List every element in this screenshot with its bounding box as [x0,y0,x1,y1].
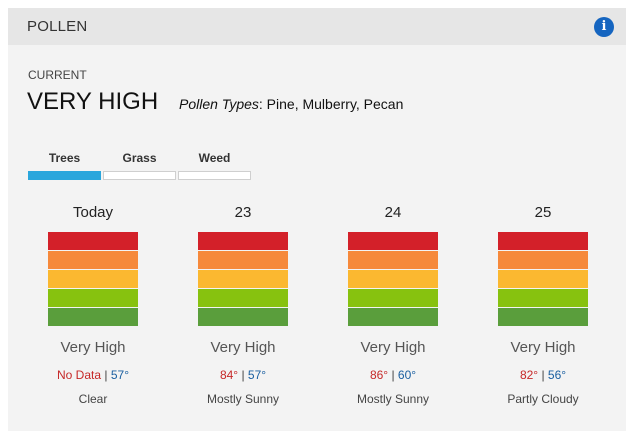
scale-segment [48,289,138,307]
temp-high: 86° [369,368,389,382]
pollen-scale [48,232,138,326]
temp-separator: | [391,368,395,382]
tab-indicator [178,171,251,180]
temp-high: No Data [57,368,102,382]
temp-low: 57° [247,368,267,382]
pollen-scale [498,232,588,326]
condition: Partly Cloudy [507,392,579,406]
forecast-day-today: Today Very High No Data | 57° Clear [23,204,163,406]
pollen-types-label: Pollen Types [179,96,259,112]
day-title: 23 [234,204,252,221]
current-level: VERY HIGH [27,88,159,115]
temp-low: 57° [110,368,129,382]
scale-segment [48,232,138,250]
card-title: POLLEN [27,18,88,35]
temp-separator: | [104,368,108,382]
forecast-day-25: 25 Very High 82° | 56° Partly Cloudy [473,204,613,406]
temperatures: No Data | 57° [23,368,163,382]
scale-segment [48,308,138,326]
day-title: 24 [384,204,402,221]
condition: Mostly Sunny [356,392,430,406]
temp-high: 84° [219,368,239,382]
pollen-card: POLLEN i CURRENT VERY HIGH Pollen Types:… [8,8,626,431]
forecast-day-23: 23 Very High 84° | 57° Mostly Sunny [173,204,313,406]
temperatures: 84° | 57° [173,368,313,382]
temp-high: 82° [519,368,539,382]
condition: Mostly Sunny [206,392,280,406]
scale-segment [498,308,588,326]
tab-indicator [28,171,101,180]
level-text: Very High [60,339,126,356]
scale-segment [348,270,438,288]
info-icon[interactable]: i [594,16,614,37]
scale-segment [198,289,288,307]
tab-grass[interactable]: Grass [103,151,176,180]
level-text: Very High [510,339,576,356]
temp-separator: | [241,368,245,382]
scale-segment [48,270,138,288]
pollen-types-value: : Pine, Mulberry, Pecan [258,96,404,112]
scale-segment [348,251,438,269]
card-header: POLLEN i [8,8,626,45]
forecast-day-24: 24 Very High 86° | 60° Mostly Sunny [323,204,463,406]
tab-weed[interactable]: Weed [178,151,251,180]
scale-segment [198,251,288,269]
scale-segment [498,270,588,288]
pollen-scale [198,232,288,326]
temp-separator: | [541,368,545,382]
temperatures: 86° | 60° [323,368,463,382]
pollen-types: Pollen Types: Pine, Mulberry, Pecan [179,96,403,112]
tab-label: Weed [198,151,231,165]
level-text: Very High [210,339,276,356]
scale-segment [498,251,588,269]
current-label: CURRENT [28,68,87,82]
temp-low: 56° [547,368,567,382]
day-title: 25 [534,204,552,221]
tab-label: Trees [48,151,81,165]
temp-low: 60° [397,368,417,382]
condition: Clear [78,392,108,406]
pollen-tabs: Trees Grass Weed [28,151,251,180]
tab-label: Grass [122,151,157,165]
tab-indicator [103,171,176,180]
tab-trees[interactable]: Trees [28,151,101,180]
scale-segment [198,270,288,288]
level-text: Very High [360,339,426,356]
scale-segment [498,289,588,307]
scale-segment [498,232,588,250]
day-title: Today [72,204,114,221]
scale-segment [48,251,138,269]
scale-segment [198,308,288,326]
pollen-scale [348,232,438,326]
scale-segment [348,232,438,250]
scale-segment [348,308,438,326]
scale-segment [198,232,288,250]
temperatures: 82° | 56° [473,368,613,382]
scale-segment [348,289,438,307]
